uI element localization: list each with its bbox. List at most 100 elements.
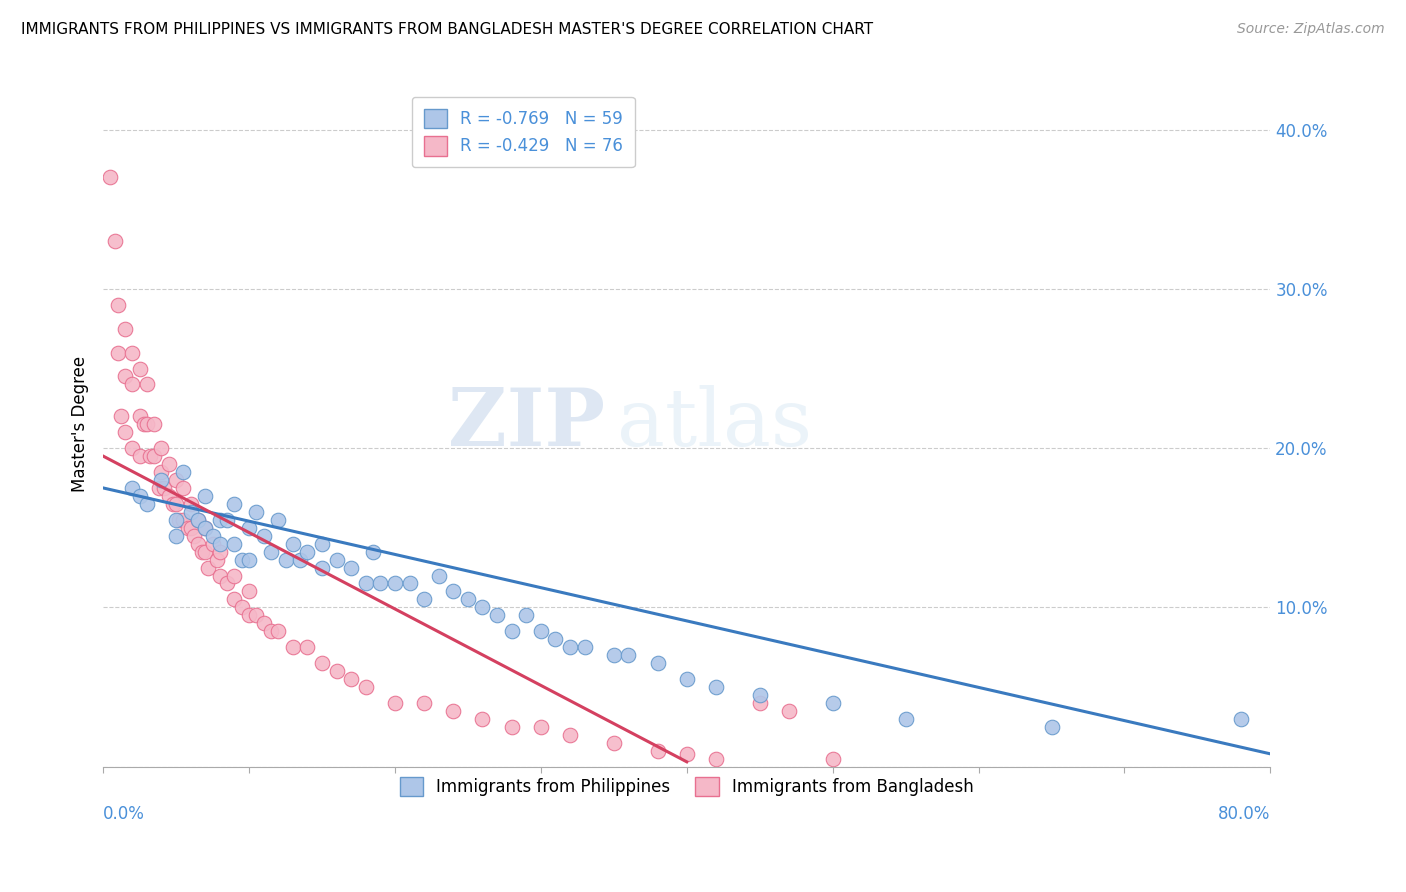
Point: [187, 536, 209, 550]
Point: [441, 584, 464, 599]
Point: [325, 552, 347, 566]
Point: [167, 513, 190, 527]
Point: [501, 720, 523, 734]
Point: [114, 425, 136, 440]
Point: [413, 592, 436, 607]
Text: IMMIGRANTS FROM PHILIPPINES VS IMMIGRANTS FROM BANGLADESH MASTER'S DEGREE CORREL: IMMIGRANTS FROM PHILIPPINES VS IMMIGRANT…: [21, 22, 873, 37]
Point: [603, 736, 626, 750]
Point: [544, 632, 567, 647]
Point: [574, 640, 596, 655]
Point: [441, 704, 464, 718]
Point: [128, 361, 150, 376]
Point: [143, 417, 166, 432]
Point: [128, 449, 150, 463]
Text: Source: ZipAtlas.com: Source: ZipAtlas.com: [1237, 22, 1385, 37]
Point: [194, 544, 217, 558]
Point: [252, 529, 274, 543]
Point: [224, 497, 246, 511]
Point: [191, 544, 214, 558]
Point: [208, 568, 231, 582]
Point: [1230, 712, 1253, 726]
Point: [177, 521, 200, 535]
Point: [427, 568, 450, 582]
Point: [172, 513, 194, 527]
Point: [354, 680, 377, 694]
Point: [194, 521, 217, 535]
Point: [821, 751, 844, 765]
Point: [398, 576, 420, 591]
Point: [515, 608, 537, 623]
Point: [471, 712, 494, 726]
Point: [121, 345, 143, 359]
Point: [208, 513, 231, 527]
Point: [205, 552, 228, 566]
Point: [224, 568, 246, 582]
Point: [675, 672, 697, 686]
Point: [150, 473, 173, 487]
Point: [100, 170, 122, 185]
Point: [165, 529, 187, 543]
Point: [274, 552, 297, 566]
Point: [208, 536, 231, 550]
Point: [139, 449, 162, 463]
Point: [121, 481, 143, 495]
Point: [201, 536, 224, 550]
Point: [361, 544, 384, 558]
Point: [675, 747, 697, 761]
Point: [231, 552, 253, 566]
Point: [107, 345, 129, 359]
Point: [647, 656, 669, 670]
Point: [180, 505, 202, 519]
Point: [121, 441, 143, 455]
Point: [187, 513, 209, 527]
Point: [457, 592, 479, 607]
Point: [150, 465, 173, 479]
Point: [162, 497, 184, 511]
Point: [558, 640, 581, 655]
Point: [135, 377, 157, 392]
Point: [1040, 720, 1063, 734]
Point: [340, 672, 363, 686]
Point: [153, 481, 176, 495]
Point: [194, 489, 217, 503]
Point: [603, 648, 626, 662]
Point: [104, 234, 127, 248]
Point: [165, 473, 187, 487]
Point: [471, 600, 494, 615]
Point: [172, 465, 194, 479]
Legend: Immigrants from Philippines, Immigrants from Bangladesh: Immigrants from Philippines, Immigrants …: [389, 767, 984, 806]
Point: [267, 624, 290, 639]
Point: [143, 449, 166, 463]
Point: [894, 712, 917, 726]
Point: [354, 576, 377, 591]
Point: [704, 680, 727, 694]
Point: [311, 536, 333, 550]
Point: [231, 600, 253, 615]
Point: [297, 640, 319, 655]
Point: [647, 744, 669, 758]
Point: [245, 608, 267, 623]
Point: [114, 369, 136, 384]
Point: [260, 624, 283, 639]
Point: [128, 489, 150, 503]
Point: [187, 513, 209, 527]
Point: [157, 489, 180, 503]
Point: [617, 648, 640, 662]
Point: [165, 513, 187, 527]
Point: [180, 521, 202, 535]
Point: [150, 441, 173, 455]
Point: [217, 576, 239, 591]
Point: [821, 696, 844, 710]
Point: [194, 521, 217, 535]
Point: [530, 624, 553, 639]
Point: [311, 656, 333, 670]
Point: [260, 544, 283, 558]
Point: [165, 497, 187, 511]
Point: [132, 417, 155, 432]
Point: [114, 322, 136, 336]
Point: [135, 497, 157, 511]
Point: [180, 497, 202, 511]
Point: [748, 688, 770, 702]
Point: [121, 377, 143, 392]
Point: [340, 560, 363, 574]
